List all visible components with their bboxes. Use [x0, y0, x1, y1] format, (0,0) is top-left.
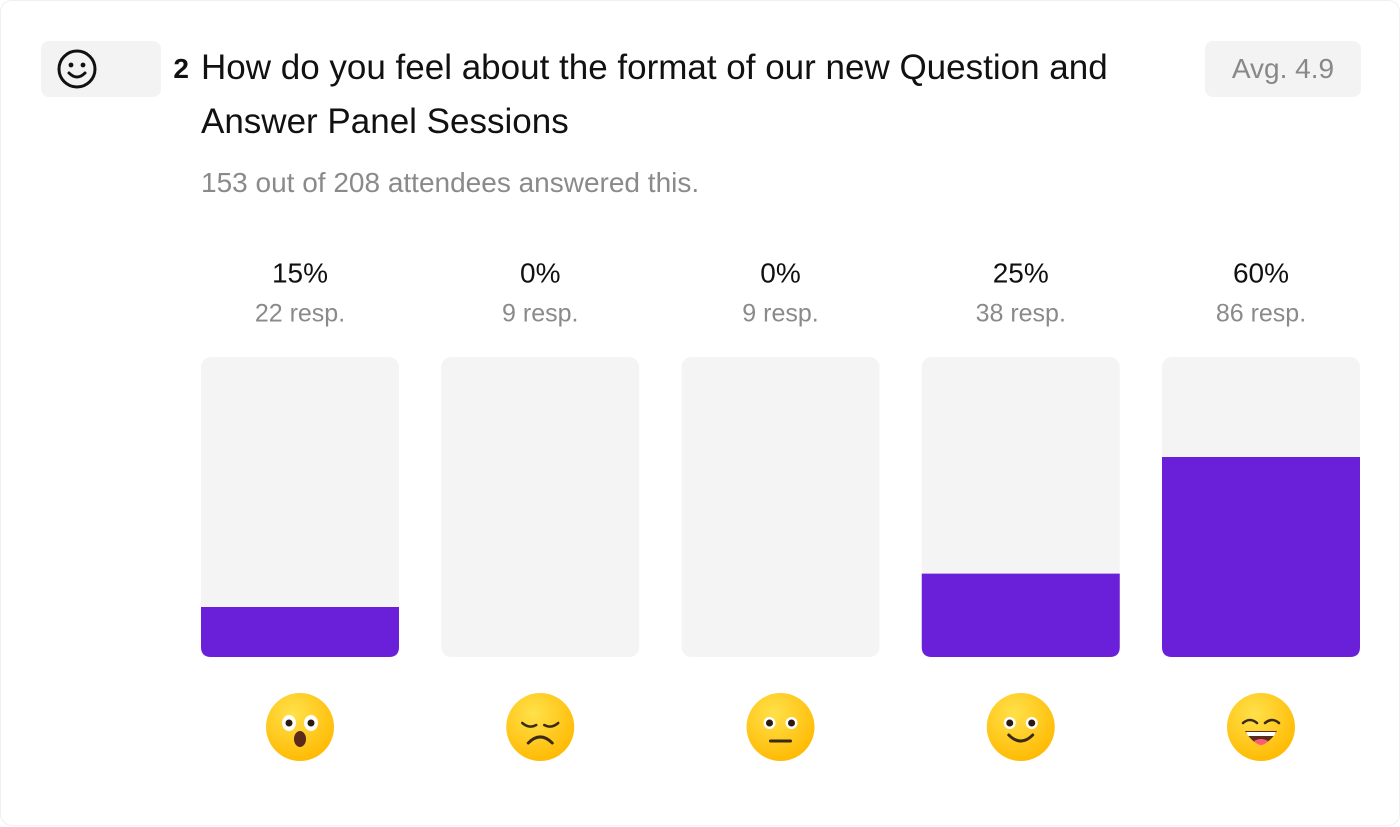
- question-number: 2: [173, 53, 189, 84]
- bar: [201, 607, 399, 657]
- eye: [1241, 718, 1281, 725]
- pupil: [1006, 719, 1014, 727]
- emoji-face: [746, 693, 815, 761]
- tongue: [1254, 739, 1268, 745]
- response-label: 9 resp.: [742, 300, 818, 328]
- mouth: [526, 735, 554, 745]
- emoji: [1227, 693, 1295, 761]
- question-badge: 2: [41, 41, 189, 97]
- bar-track: [681, 357, 880, 657]
- emoji-face: [506, 693, 575, 761]
- pupil: [766, 719, 773, 727]
- pupil: [788, 719, 795, 727]
- emoji-face: [266, 693, 334, 761]
- value-label: 25%: [993, 257, 1049, 288]
- pupil: [1028, 719, 1036, 727]
- emoji-face: [1227, 693, 1295, 761]
- bar-track: [441, 357, 640, 657]
- pupil: [285, 719, 293, 727]
- subtitle: 153 out of 208 attendees answered this.: [201, 167, 700, 198]
- emoji: [746, 693, 815, 761]
- emoji: [506, 693, 575, 761]
- response-label: 86 resp.: [1216, 300, 1306, 328]
- teeth: [1246, 732, 1276, 736]
- question-title: How do you feel about the format of our …: [201, 48, 1108, 141]
- emoji-face: [986, 693, 1055, 761]
- mouth: [294, 731, 306, 747]
- response-label: 9 resp.: [502, 300, 578, 328]
- value-label: 0%: [760, 257, 800, 288]
- value-label: 15%: [272, 257, 328, 288]
- smiley-icon: [57, 49, 97, 89]
- emoji: [986, 693, 1055, 761]
- response-label: 22 resp.: [255, 300, 345, 328]
- mouth: [1007, 733, 1035, 743]
- bar: [1162, 457, 1360, 657]
- value-label: 0%: [520, 257, 560, 288]
- bar: [921, 573, 1120, 657]
- pupil: [307, 719, 315, 727]
- emoji: [266, 693, 334, 761]
- value-label: 60%: [1233, 257, 1289, 288]
- eye: [521, 721, 560, 728]
- average-pill: Avg. 4.9: [1205, 41, 1361, 97]
- bar-track: [201, 357, 399, 657]
- response-label: 38 resp.: [976, 300, 1066, 328]
